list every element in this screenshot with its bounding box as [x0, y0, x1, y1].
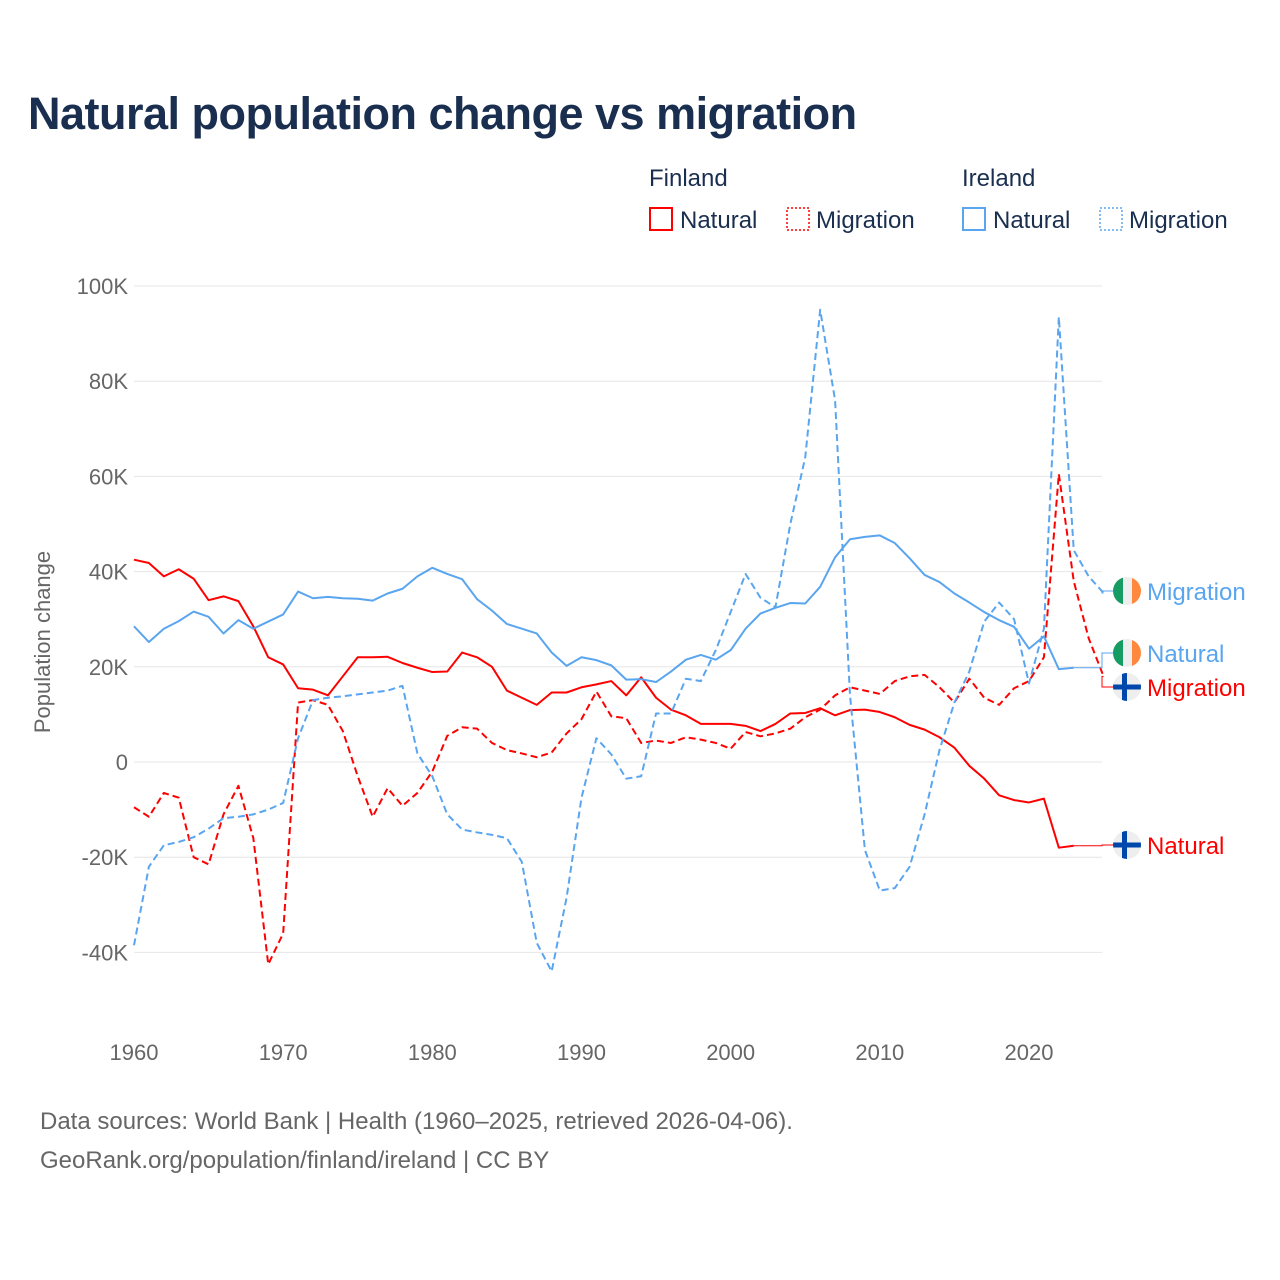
ireland-flag-icon [1132, 639, 1141, 667]
series-end-label: Natural [1147, 833, 1224, 860]
legend-swatch-migration [1099, 207, 1123, 231]
source-note: Data sources: World Bank | Health (1960–… [40, 1108, 793, 1135]
legend-swatch-natural [649, 207, 673, 231]
legend-group-title: Finland [649, 165, 728, 192]
y-tick-label: 80K [89, 369, 128, 394]
legend-label-migration: Migration [816, 207, 915, 234]
legend-group-title: Ireland [962, 165, 1035, 192]
legend-label-migration: Migration [1129, 207, 1228, 234]
legend-label-natural: Natural [680, 207, 757, 234]
x-tick-label: 2020 [1005, 1040, 1054, 1065]
y-tick-label: -20K [82, 845, 129, 870]
x-tick-label: 2010 [855, 1040, 904, 1065]
ireland-flag-icon [1113, 577, 1123, 605]
ireland-flag-icon [1123, 577, 1132, 605]
y-tick-label: 0 [116, 750, 128, 775]
ireland-flag-icon [1123, 639, 1132, 667]
series-end-label: Natural [1147, 641, 1224, 668]
label-connector [1073, 844, 1114, 847]
y-tick-label: 40K [89, 560, 128, 585]
ireland-flag-icon [1132, 577, 1141, 605]
series-line-ireland-migration [133, 308, 1105, 973]
y-tick-label: 60K [89, 464, 128, 489]
source-link[interactable]: GeoRank.org/population/finland/ireland |… [40, 1147, 550, 1174]
y-tick-label: -40K [82, 940, 129, 965]
series-line-ireland-natural [133, 534, 1074, 684]
label-connector [1101, 675, 1114, 688]
series-end-label: Migration [1147, 675, 1246, 702]
x-tick-label: 1970 [259, 1040, 308, 1065]
ireland-flag-icon [1113, 639, 1123, 667]
series-line-finland-migration [133, 473, 1105, 966]
y-axis-label: Population change [30, 551, 55, 733]
x-tick-label: 1990 [557, 1040, 606, 1065]
finland-flag-icon [1122, 831, 1127, 859]
y-tick-label: 20K [89, 655, 128, 680]
legend-swatch-migration [786, 207, 810, 231]
legend-swatch-natural [962, 207, 986, 231]
x-tick-label: 1960 [110, 1040, 159, 1065]
x-tick-label: 1980 [408, 1040, 457, 1065]
chart-title: Natural population change vs migration [28, 88, 857, 139]
x-tick-label: 2000 [706, 1040, 755, 1065]
finland-flag-icon [1122, 673, 1127, 701]
series-line-finland-natural [133, 558, 1074, 849]
legend-label-natural: Natural [993, 207, 1070, 234]
label-connector [1073, 652, 1114, 669]
series-end-label: Migration [1147, 579, 1246, 606]
label-connector [1101, 590, 1114, 594]
y-tick-label: 100K [77, 274, 129, 299]
